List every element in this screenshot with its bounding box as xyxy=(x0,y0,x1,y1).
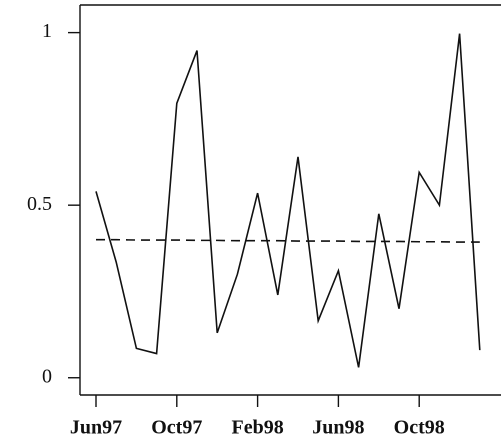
x-tick-label: Jun97 xyxy=(70,417,122,439)
x-tick-label: Oct98 xyxy=(394,417,445,439)
y-tick-label: 0.5 xyxy=(27,193,52,215)
x-tick-label: Oct97 xyxy=(151,417,202,439)
x-tick-label: Feb98 xyxy=(231,417,283,439)
y-tick-label: 1 xyxy=(42,20,52,42)
x-tick-label: Jun98 xyxy=(312,417,364,439)
y-tick-label: 0 xyxy=(42,365,52,387)
data-line xyxy=(95,33,481,368)
dashed-line xyxy=(96,238,480,243)
